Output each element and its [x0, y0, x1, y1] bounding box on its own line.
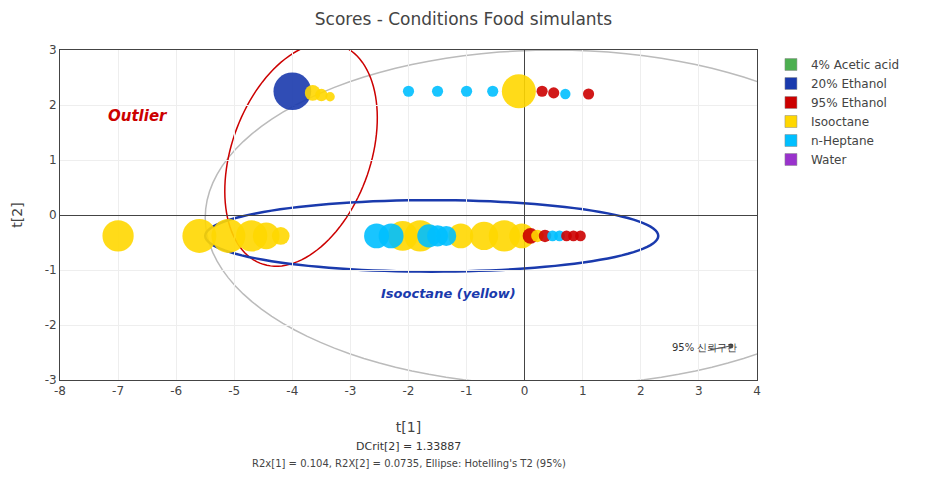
- svg-text:1: 1: [579, 384, 587, 398]
- svg-text:-3: -3: [344, 384, 356, 398]
- svg-text:2: 2: [637, 384, 645, 398]
- svg-text:20% Ethanol: 20% Ethanol: [811, 77, 887, 91]
- svg-text:95% 신뢰구간: 95% 신뢰구간: [672, 342, 737, 353]
- svg-text:-2: -2: [45, 318, 57, 332]
- svg-text:t[2]: t[2]: [9, 202, 25, 227]
- svg-text:-1: -1: [461, 384, 473, 398]
- svg-text:-3: -3: [45, 373, 57, 387]
- svg-text:DCrit[2] = 1.33887: DCrit[2] = 1.33887: [356, 440, 461, 453]
- svg-text:3: 3: [695, 384, 703, 398]
- svg-text:-8: -8: [54, 384, 66, 398]
- svg-text:-1: -1: [45, 263, 57, 277]
- svg-text:4: 4: [753, 384, 761, 398]
- svg-text:1: 1: [49, 153, 57, 167]
- svg-text:t[1]: t[1]: [396, 419, 421, 435]
- svg-text:Outlier: Outlier: [108, 107, 168, 125]
- svg-text:Scores - Conditions Food simul: Scores - Conditions Food simulants: [315, 9, 612, 29]
- svg-text:n-Heptane: n-Heptane: [811, 134, 874, 148]
- svg-text:4% Acetic acid: 4% Acetic acid: [811, 58, 899, 72]
- svg-text:-2: -2: [403, 384, 415, 398]
- svg-text:2: 2: [49, 98, 57, 112]
- svg-text:-6: -6: [170, 384, 182, 398]
- svg-text:0: 0: [49, 208, 57, 222]
- svg-text:Isooctane: Isooctane: [811, 115, 869, 129]
- svg-text:-7: -7: [112, 384, 124, 398]
- svg-text:0: 0: [521, 384, 529, 398]
- svg-text:-5: -5: [228, 384, 240, 398]
- svg-text:95% Ethanol: 95% Ethanol: [811, 96, 887, 110]
- svg-text:Isooctane (yellow): Isooctane (yellow): [381, 286, 516, 301]
- svg-text:3: 3: [49, 43, 57, 57]
- svg-text:R2x[1] = 0.104, R2X[2] = 0.073: R2x[1] = 0.104, R2X[2] = 0.0735, Ellipse…: [252, 458, 566, 469]
- svg-text:-4: -4: [286, 384, 298, 398]
- svg-text:Water: Water: [811, 153, 847, 167]
